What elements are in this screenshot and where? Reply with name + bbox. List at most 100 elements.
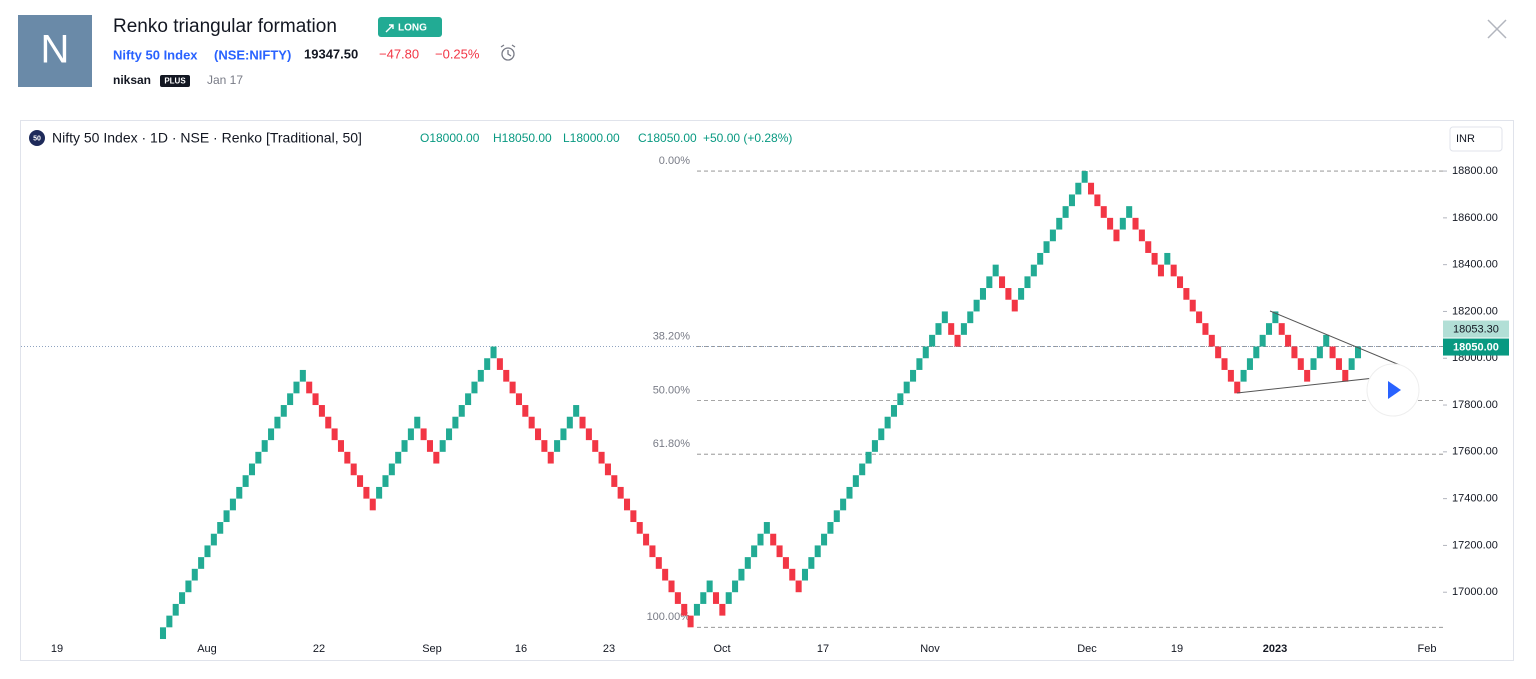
- up-brick: [871, 440, 878, 452]
- alert-icon[interactable]: [500, 44, 516, 61]
- down-brick: [1297, 358, 1304, 370]
- up-brick: [1030, 264, 1037, 277]
- close-button[interactable]: [1487, 19, 1507, 39]
- up-brick: [821, 533, 828, 546]
- y-tick-label: 17200.00: [1452, 539, 1498, 551]
- up-brick: [700, 592, 707, 604]
- up-brick: [693, 603, 700, 616]
- symbol-link[interactable]: Nifty 50 Index: [113, 47, 198, 62]
- up-brick: [1062, 206, 1069, 218]
- down-brick: [1151, 252, 1158, 265]
- up-brick: [179, 592, 186, 604]
- up-brick: [1056, 217, 1063, 230]
- up-brick: [827, 522, 834, 534]
- down-brick: [1177, 276, 1184, 289]
- up-brick: [960, 323, 967, 335]
- legend-value: C18050.00: [638, 131, 697, 145]
- up-brick: [210, 533, 217, 546]
- down-brick: [1113, 229, 1120, 242]
- up-brick: [1354, 346, 1362, 359]
- x-tick-label: 19: [51, 643, 63, 655]
- up-brick: [560, 428, 567, 441]
- up-brick: [1037, 252, 1044, 265]
- x-tick-label: 16: [515, 643, 527, 655]
- up-brick: [299, 369, 306, 382]
- up-brick: [1316, 346, 1323, 359]
- up-brick: [801, 568, 809, 581]
- plot: 17000.00 17200.00 17400.00 17600.00 17800.00…: [21, 121, 1509, 660]
- down-brick: [999, 276, 1006, 289]
- up-brick: [280, 405, 287, 417]
- down-brick: [1304, 369, 1311, 382]
- up-brick: [1348, 358, 1355, 370]
- up-brick: [846, 486, 853, 499]
- legend-value: +50.00 (+0.28%): [703, 131, 792, 145]
- up-brick: [261, 440, 268, 452]
- up-brick: [223, 510, 230, 523]
- down-brick: [643, 533, 650, 546]
- up-brick: [236, 486, 243, 499]
- up-brick: [185, 580, 192, 593]
- down-brick: [1196, 311, 1203, 324]
- up-brick: [922, 346, 929, 359]
- up-brick: [573, 405, 580, 417]
- up-brick: [274, 416, 281, 429]
- up-brick: [268, 428, 275, 441]
- down-brick: [1291, 346, 1298, 359]
- up-brick: [490, 346, 497, 359]
- currency: INR: [1456, 133, 1475, 145]
- down-brick: [712, 592, 720, 604]
- down-brick: [312, 393, 319, 406]
- up-brick: [401, 440, 408, 452]
- down-brick: [770, 533, 777, 546]
- avatar[interactable]: [18, 15, 92, 87]
- up-brick: [929, 334, 936, 347]
- x-tick-label: Dec: [1077, 643, 1097, 655]
- up-brick: [452, 416, 459, 429]
- change: −47.80: [379, 46, 419, 61]
- legend-value: L18000.00: [563, 131, 620, 145]
- down-brick: [1202, 323, 1209, 335]
- x-tick-label: Oct: [713, 643, 730, 655]
- down-brick: [1335, 358, 1342, 370]
- down-brick: [1132, 217, 1139, 230]
- up-brick: [255, 451, 262, 464]
- down-brick: [585, 428, 592, 441]
- down-brick: [636, 522, 643, 534]
- author[interactable]: niksan: [113, 73, 151, 87]
- down-brick: [1278, 323, 1285, 335]
- down-brick: [522, 405, 529, 417]
- up-brick: [986, 276, 993, 289]
- up-brick: [941, 311, 948, 324]
- up-brick: [293, 381, 300, 394]
- down-brick: [1208, 334, 1215, 347]
- up-brick: [808, 557, 815, 569]
- fib-label: 50.00%: [653, 384, 691, 396]
- down-brick: [630, 510, 637, 523]
- down-brick: [325, 416, 332, 429]
- legend-value: O18000.00: [420, 131, 480, 145]
- up-brick: [878, 428, 885, 441]
- up-brick: [1253, 346, 1260, 359]
- y-tick-label: 18800.00: [1452, 165, 1498, 177]
- up-brick: [395, 451, 402, 464]
- down-brick: [681, 603, 688, 616]
- up-brick: [566, 416, 573, 429]
- down-brick: [1107, 217, 1114, 230]
- currency-box[interactable]: [1449, 126, 1503, 152]
- up-brick: [897, 393, 904, 406]
- up-brick: [159, 627, 167, 640]
- up-brick: [439, 440, 446, 452]
- down-brick: [1183, 288, 1190, 300]
- fib-label: 100.00%: [647, 611, 691, 623]
- up-brick: [1018, 288, 1025, 300]
- x-tick-label: 19: [1171, 643, 1183, 655]
- down-brick: [1005, 288, 1012, 300]
- up-brick: [166, 615, 173, 628]
- down-brick: [1221, 358, 1228, 370]
- up-brick: [859, 463, 866, 476]
- date: Jan 17: [207, 73, 243, 87]
- up-brick: [1081, 171, 1088, 183]
- y-tick-label: 17000.00: [1452, 586, 1498, 598]
- ticker-link[interactable]: (NSE:NIFTY): [214, 47, 291, 62]
